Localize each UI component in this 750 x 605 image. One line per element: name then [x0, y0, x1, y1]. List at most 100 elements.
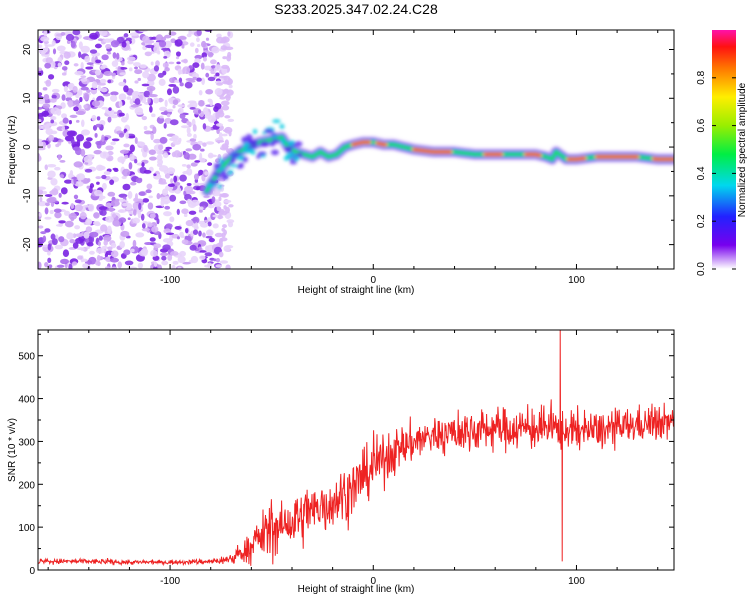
noise-speckle — [134, 69, 143, 75]
noise-speckle — [73, 176, 77, 185]
colorbar-gradient — [712, 30, 736, 269]
snr-series-line — [38, 330, 674, 567]
noise-speckle — [101, 134, 105, 142]
noise-speckle — [153, 266, 158, 269]
noise-speckle — [218, 251, 224, 258]
noise-speckle — [198, 220, 206, 225]
ridge-blob — [245, 134, 253, 141]
noise-speckle — [227, 221, 234, 228]
noise-speckle — [89, 231, 99, 238]
y-tick-label: 0 — [29, 566, 35, 577]
noise-speckle — [186, 182, 192, 187]
noise-speckle — [129, 144, 135, 153]
noise-speckle — [117, 261, 122, 269]
ridge-blob — [271, 139, 280, 144]
noise-speckle — [127, 217, 131, 221]
noise-speckle — [89, 49, 98, 54]
noise-speckle — [67, 83, 73, 89]
noise-speckle — [164, 205, 171, 210]
noise-speckle — [222, 80, 231, 85]
noise-speckle — [205, 141, 215, 145]
noise-speckle — [132, 209, 137, 216]
noise-speckle — [207, 262, 213, 269]
noise-speckle — [153, 243, 162, 249]
noise-speckle — [135, 177, 143, 184]
noise-speckle — [67, 99, 73, 108]
noise-speckle — [72, 30, 81, 36]
noise-speckle — [75, 237, 84, 244]
noise-speckle — [69, 114, 78, 118]
noise-speckle — [218, 214, 222, 220]
ridge-blob — [230, 152, 240, 158]
noise-speckle — [101, 174, 107, 180]
noise-speckle — [38, 97, 46, 105]
noise-speckle — [226, 219, 235, 224]
ridge-blob — [221, 173, 229, 180]
noise-speckle — [74, 204, 83, 212]
noise-speckle — [107, 191, 116, 197]
noise-speckle — [172, 105, 176, 109]
noise-speckle — [86, 242, 94, 247]
noise-speckle — [158, 78, 166, 86]
noise-speckle — [98, 197, 103, 201]
noise-speckle — [81, 119, 85, 128]
noise-speckle — [202, 142, 207, 147]
noise-speckle — [141, 223, 146, 229]
noise-speckle — [118, 81, 126, 87]
noise-speckle — [188, 210, 197, 215]
noise-speckle — [220, 89, 230, 94]
noise-speckle — [172, 99, 179, 106]
noise-speckle — [63, 51, 71, 59]
spectrogram-y-label: Frequency (Hz) — [7, 116, 18, 185]
ridge-blob — [238, 162, 244, 168]
noise-speckle — [153, 261, 158, 268]
noise-speckle — [143, 144, 148, 153]
noise-speckle — [159, 252, 169, 257]
noise-speckle — [110, 94, 118, 102]
ridge-blob — [280, 138, 286, 145]
noise-speckle — [91, 114, 97, 121]
noise-speckle — [222, 224, 227, 229]
noise-speckle — [139, 94, 143, 101]
noise-speckle — [139, 64, 147, 69]
y-tick-label: 300 — [18, 437, 35, 448]
noise-speckle — [74, 233, 84, 237]
noise-speckle — [119, 149, 129, 154]
ridge-blob — [252, 128, 258, 135]
noise-speckle — [85, 66, 94, 70]
noise-speckle — [197, 140, 203, 146]
noise-speckle — [137, 77, 142, 81]
noise-speckle — [160, 199, 165, 207]
noise-speckle — [103, 71, 113, 77]
noise-speckle — [215, 72, 220, 77]
noise-speckle — [187, 100, 197, 104]
noise-speckle — [207, 230, 213, 237]
noise-speckle — [205, 104, 215, 108]
ridge-hot-core — [412, 148, 452, 154]
noise-speckle — [172, 140, 181, 145]
noise-speckle — [96, 116, 101, 121]
noise-speckle — [38, 186, 47, 191]
noise-speckle — [200, 62, 205, 70]
noise-speckle — [181, 163, 187, 167]
noise-speckle — [47, 143, 51, 149]
noise-speckle — [38, 140, 44, 148]
noise-speckle — [186, 164, 191, 169]
noise-speckle — [193, 173, 199, 180]
noise-speckle — [47, 196, 57, 203]
ridge-hot-core — [567, 157, 586, 161]
ridge-blob — [213, 172, 222, 177]
noise-speckle — [176, 208, 180, 216]
noise-speckle — [198, 209, 203, 213]
noise-speckle — [109, 257, 119, 263]
noise-speckle — [207, 76, 216, 82]
noise-speckle — [105, 145, 114, 151]
noise-speckle — [125, 113, 129, 121]
noise-speckle — [221, 64, 230, 69]
noise-speckle — [59, 174, 65, 179]
ridge-blob — [219, 157, 224, 165]
noise-speckle — [204, 171, 209, 176]
spectrogram-y-ticks: 20 10 0 -10 -20 — [22, 44, 674, 270]
noise-speckle — [110, 242, 117, 249]
